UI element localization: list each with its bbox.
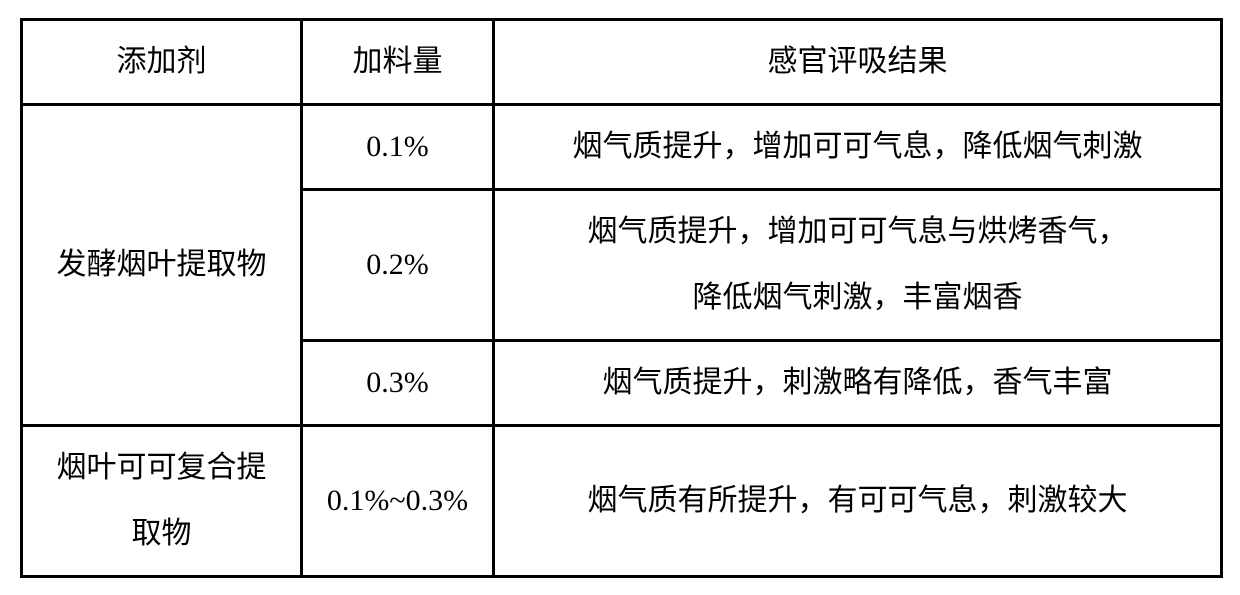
table-row: 烟叶可可复合提 取物 0.1%~0.3% 烟气质有所提升，有可可气息，刺激较大 xyxy=(22,425,1222,576)
cell-additive-line1: 烟叶可可复合提 xyxy=(57,451,267,484)
sensory-evaluation-table: 添加剂 加料量 感官评吸结果 发酵烟叶提取物 0.1% 烟气质提升，增加可可气息… xyxy=(20,18,1223,578)
data-table-container: 添加剂 加料量 感官评吸结果 发酵烟叶提取物 0.1% 烟气质提升，增加可可气息… xyxy=(20,18,1220,578)
table-row: 发酵烟叶提取物 0.1% 烟气质提升，增加可可气息，降低烟气刺激 xyxy=(22,104,1222,189)
cell-result-line2: 降低烟气刺激，丰富烟香 xyxy=(693,281,1023,314)
table-header-row: 添加剂 加料量 感官评吸结果 xyxy=(22,19,1222,104)
cell-additive: 发酵烟叶提取物 xyxy=(22,104,302,425)
cell-result-line1: 烟气质提升，增加可可气息与烘烤香气， xyxy=(588,215,1128,248)
cell-result: 烟气质提升，刺激略有降低，香气丰富 xyxy=(494,340,1222,425)
cell-amount: 0.1%~0.3% xyxy=(302,425,494,576)
cell-additive: 烟叶可可复合提 取物 xyxy=(22,425,302,576)
cell-result: 烟气质有所提升，有可可气息，刺激较大 xyxy=(494,425,1222,576)
col-header-amount: 加料量 xyxy=(302,19,494,104)
cell-amount: 0.2% xyxy=(302,189,494,340)
cell-amount: 0.1% xyxy=(302,104,494,189)
cell-result: 烟气质提升，增加可可气息与烘烤香气， 降低烟气刺激，丰富烟香 xyxy=(494,189,1222,340)
cell-amount: 0.3% xyxy=(302,340,494,425)
col-header-additive: 添加剂 xyxy=(22,19,302,104)
cell-additive-line2: 取物 xyxy=(132,517,192,550)
col-header-result: 感官评吸结果 xyxy=(494,19,1222,104)
cell-result: 烟气质提升，增加可可气息，降低烟气刺激 xyxy=(494,104,1222,189)
